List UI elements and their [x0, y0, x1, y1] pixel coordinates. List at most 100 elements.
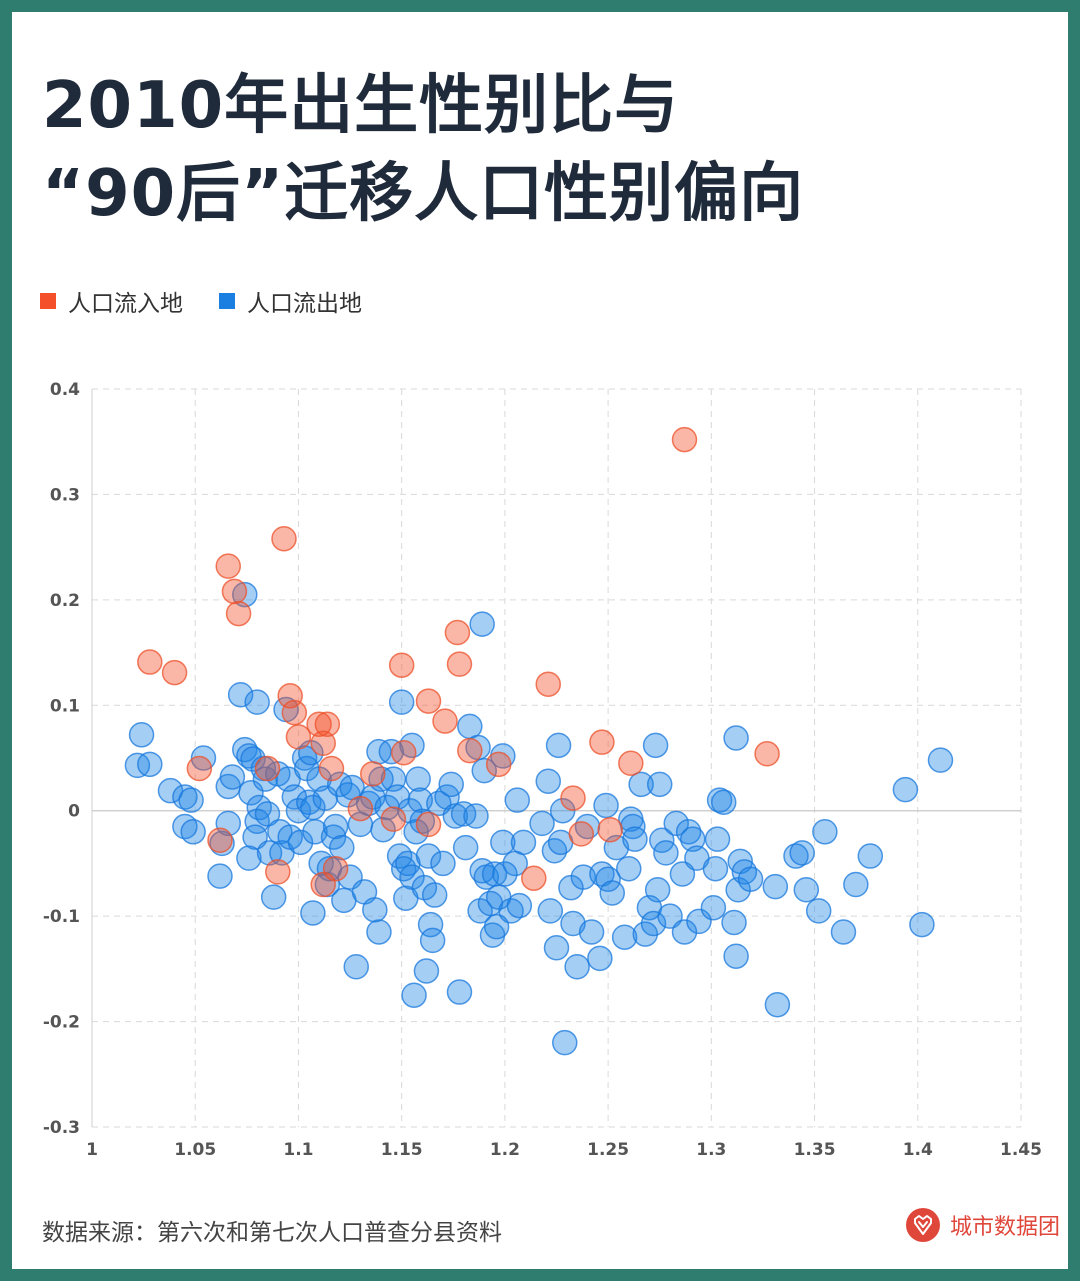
data-point-inflow	[671, 426, 698, 453]
data-point-outflow	[366, 919, 392, 945]
x-tick-label: 1.4	[903, 1140, 933, 1160]
data-point-outflow	[490, 829, 516, 856]
data-point-outflow	[343, 953, 369, 980]
data-point-inflow	[161, 659, 188, 686]
city-data-logo-icon	[905, 1208, 940, 1242]
data-point-outflow	[793, 877, 820, 903]
data-point-inflow	[277, 683, 303, 709]
data-point-outflow	[492, 861, 518, 887]
data-point-outflow	[236, 743, 262, 769]
data-point-outflow	[560, 910, 586, 937]
data-point-outflow	[700, 894, 727, 921]
data-point-outflow	[407, 787, 433, 813]
legend-item-inflow: 人口流入地	[40, 284, 183, 318]
data-point-outflow	[401, 982, 427, 1008]
data-point-outflow	[570, 864, 597, 890]
data-point-inflow	[318, 755, 345, 782]
data-point-inflow	[415, 811, 442, 838]
data-point-outflow	[405, 766, 431, 792]
y-tick-label: 0.1	[50, 696, 80, 716]
data-point-inflow	[457, 737, 483, 764]
y-tick-label: 0.3	[50, 485, 80, 505]
data-point-outflow	[215, 810, 242, 837]
data-point-outflow	[927, 747, 954, 773]
data-point-outflow	[552, 1029, 578, 1056]
chart-card	[12, 12, 1068, 1269]
data-point-outflow	[207, 863, 233, 889]
data-point-outflow	[669, 861, 696, 887]
data-point-outflow	[469, 611, 495, 637]
data-point-outflow	[529, 810, 555, 837]
data-point-outflow	[616, 855, 642, 882]
chart-title-line-2: “90后”迁移人口性别偏向	[42, 157, 805, 231]
x-tick-label: 1.3	[696, 1140, 726, 1160]
data-point-outflow	[446, 979, 473, 1005]
data-point-outflow	[737, 866, 764, 892]
data-point-outflow	[329, 834, 355, 861]
data-point-outflow	[504, 787, 531, 813]
data-point-inflow	[137, 649, 163, 675]
data-point-inflow	[388, 652, 415, 678]
data-point-outflow	[227, 681, 254, 708]
x-tick-label: 1.45	[1000, 1140, 1042, 1160]
data-point-outflow	[370, 816, 396, 843]
data-point-outflow	[632, 921, 659, 947]
tick-labels: 1 1.05 1.1 1.15 1.2 1.25 1.3 1.35 1.4 1.45 0.4 0.3 0…	[43, 380, 1042, 1160]
data-point-outflow	[644, 877, 671, 903]
data-point-outflow	[254, 801, 281, 827]
legend-label-outflow: 人口流出地	[247, 291, 362, 317]
data-point-inflow	[535, 671, 561, 697]
data-point-outflow	[244, 689, 270, 715]
data-point-outflow	[704, 826, 731, 852]
x-tick-label: 1.25	[587, 1140, 629, 1160]
x-tick-label: 1.1	[283, 1140, 313, 1160]
data-point-inflow	[215, 553, 242, 579]
data-point-outflow	[564, 953, 590, 980]
data-point-outflow	[300, 900, 326, 926]
data-point-outflow	[663, 810, 689, 837]
data-point-outflow	[232, 581, 258, 608]
data-point-outflow	[506, 892, 533, 919]
data-point-outflow	[430, 850, 456, 877]
data-point-outflow	[287, 829, 314, 856]
data-point-outflow	[723, 943, 749, 969]
data-point-outflow	[326, 771, 353, 798]
data-point-outflow	[419, 927, 446, 954]
data-point-inflow	[754, 741, 780, 767]
data-points	[124, 426, 954, 1056]
data-point-inflow	[560, 785, 586, 811]
data-point-outflow	[599, 880, 625, 906]
data-point-outflow	[510, 829, 537, 856]
city-data-logo-glyph	[913, 1215, 932, 1235]
data-source-note: 数据来源：第六次和第七次人口普查分县资料	[42, 1220, 502, 1246]
legend-swatch-inflow	[40, 293, 56, 309]
y-tick-label: 0.4	[50, 380, 80, 400]
legend-swatch-outflow	[219, 293, 235, 309]
data-point-inflow	[265, 859, 291, 885]
data-point-inflow	[589, 729, 615, 755]
data-point-outflow	[178, 787, 204, 813]
data-point-outflow	[622, 826, 648, 852]
data-point-inflow	[380, 806, 407, 832]
data-point-outflow	[322, 813, 349, 840]
data-point-outflow	[587, 945, 613, 972]
x-tick-label: 1.35	[794, 1140, 836, 1160]
data-point-outflow	[843, 871, 869, 898]
data-point-outflow	[471, 757, 497, 784]
data-point-outflow	[157, 777, 184, 804]
data-point-outflow	[892, 776, 919, 803]
data-point-inflow	[444, 619, 471, 646]
data-point-outflow	[640, 910, 667, 937]
legend-label-inflow: 人口流入地	[68, 291, 183, 317]
data-point-outflow	[611, 924, 638, 950]
x-tick-label: 1.15	[381, 1140, 423, 1160]
data-point-outflow	[452, 834, 479, 861]
data-point-outflow	[545, 732, 572, 759]
brand: 城市数据团	[905, 1208, 1060, 1242]
brand-name: 城市数据团	[949, 1215, 1060, 1240]
data-point-outflow	[657, 903, 683, 929]
data-point-inflow	[618, 750, 644, 777]
chart-legend: 人口流入地 人口流出地	[40, 284, 362, 318]
data-point-outflow	[764, 991, 791, 1018]
